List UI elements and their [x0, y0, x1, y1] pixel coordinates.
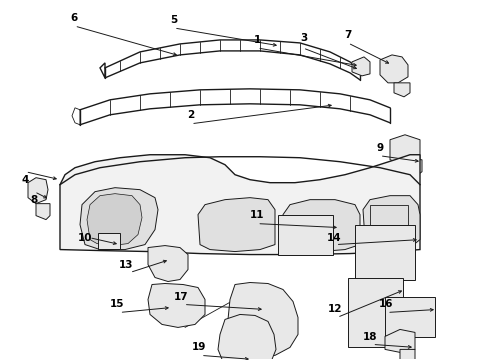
Polygon shape	[380, 55, 408, 83]
Polygon shape	[283, 200, 360, 252]
Polygon shape	[385, 297, 435, 337]
Text: 14: 14	[327, 233, 342, 243]
Text: 16: 16	[378, 300, 393, 310]
Text: 10: 10	[77, 233, 92, 243]
Text: 8: 8	[31, 195, 38, 204]
Text: 12: 12	[327, 305, 342, 315]
Text: 4: 4	[22, 175, 29, 185]
Text: 1: 1	[254, 35, 261, 45]
Polygon shape	[228, 283, 298, 355]
Polygon shape	[400, 350, 415, 360]
Text: 3: 3	[300, 33, 307, 43]
Text: 11: 11	[250, 210, 265, 220]
Polygon shape	[218, 314, 276, 360]
Text: 19: 19	[192, 342, 207, 352]
Text: 18: 18	[363, 332, 377, 342]
Text: 17: 17	[174, 292, 189, 302]
Text: 9: 9	[376, 143, 383, 153]
Text: 6: 6	[71, 13, 78, 23]
Text: 13: 13	[119, 260, 134, 270]
Polygon shape	[148, 284, 205, 328]
Polygon shape	[148, 246, 188, 282]
Polygon shape	[80, 188, 158, 249]
Polygon shape	[36, 204, 50, 220]
Text: 15: 15	[109, 300, 124, 310]
Polygon shape	[278, 215, 333, 255]
Polygon shape	[98, 233, 120, 248]
Polygon shape	[28, 178, 48, 204]
Polygon shape	[408, 160, 422, 175]
Polygon shape	[363, 195, 420, 249]
Polygon shape	[394, 83, 410, 97]
Text: 2: 2	[188, 110, 195, 120]
Polygon shape	[87, 194, 142, 246]
Text: 7: 7	[344, 30, 352, 40]
Polygon shape	[60, 155, 420, 255]
Polygon shape	[390, 135, 420, 165]
Polygon shape	[348, 278, 403, 347]
Polygon shape	[352, 57, 370, 76]
Polygon shape	[355, 225, 415, 279]
Text: 5: 5	[171, 15, 177, 25]
Polygon shape	[385, 329, 415, 352]
Polygon shape	[198, 198, 275, 252]
